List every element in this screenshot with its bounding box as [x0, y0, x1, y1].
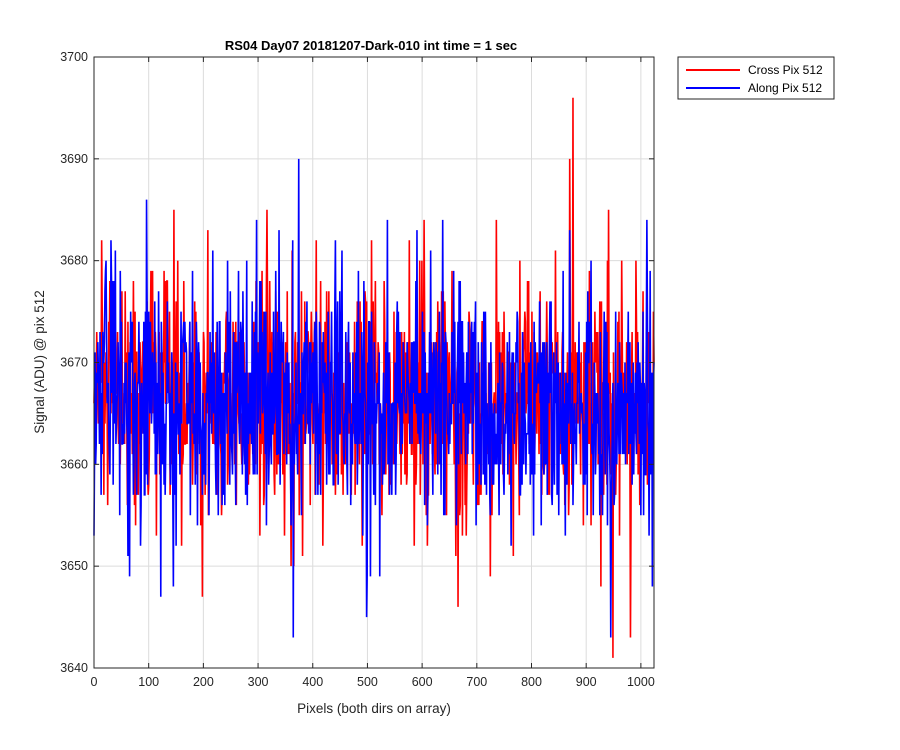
legend-label-along: Along Pix 512 [748, 81, 822, 95]
x-tick-label: 0 [91, 675, 98, 689]
x-tick-label: 600 [412, 675, 433, 689]
x-tick-label: 300 [248, 675, 269, 689]
y-tick-label: 3680 [60, 254, 88, 268]
axis-ticks: 0 100 200 300 400 500 600 700 800 900 1000 3640 3650… [60, 50, 655, 689]
x-tick-label: 800 [521, 675, 542, 689]
y-tick-label: 3660 [60, 457, 88, 471]
legend: Cross Pix 512 Along Pix 512 [677, 56, 835, 100]
y-tick-label: 3690 [60, 152, 88, 166]
y-tick-label: 3670 [60, 356, 88, 370]
x-tick-label: 400 [302, 675, 323, 689]
legend-label-cross: Cross Pix 512 [748, 63, 823, 77]
y-axis-label: Signal (ADU) @ pix 512 [32, 290, 47, 434]
y-tick-label: 3700 [60, 50, 88, 64]
y-tick-label: 3650 [60, 559, 88, 573]
y-tick-label: 3640 [60, 661, 88, 675]
along-pix-512-line [93, 158, 655, 638]
plot-lines [93, 97, 655, 658]
legend-box [677, 56, 835, 100]
x-tick-label: 700 [466, 675, 487, 689]
x-axis-label: Pixels (both dirs on array) [297, 701, 451, 716]
x-tick-label: 900 [576, 675, 597, 689]
x-tick-label: 200 [193, 675, 214, 689]
x-tick-label: 1000 [627, 675, 655, 689]
x-tick-label: 100 [138, 675, 159, 689]
x-tick-label: 500 [357, 675, 378, 689]
chart-title: RS04 Day07 20181207-Dark-010 int time = … [225, 38, 517, 53]
